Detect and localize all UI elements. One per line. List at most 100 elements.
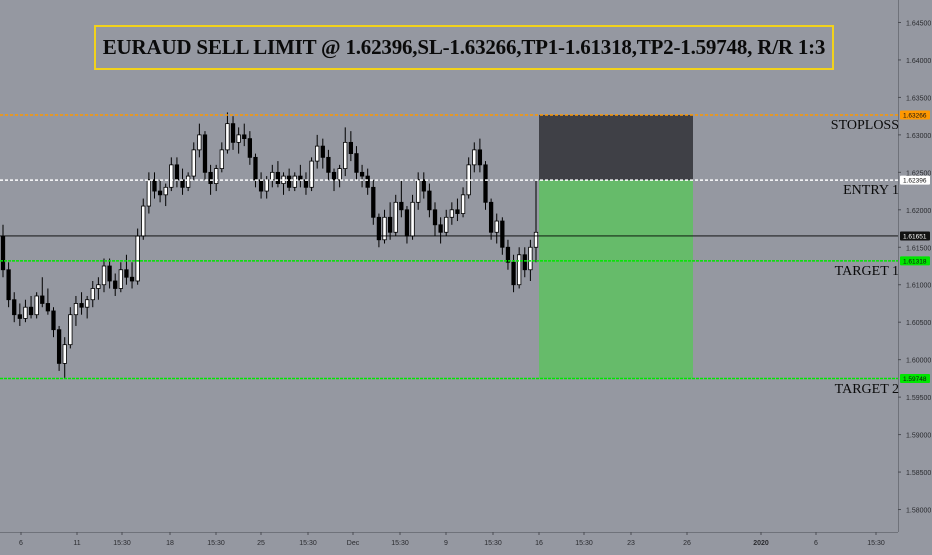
candle-body-up: [101, 265, 107, 286]
candle: [286, 168, 292, 192]
candle-body-down: [17, 314, 22, 319]
level-label-entry-1: ENTRY 1: [843, 183, 899, 199]
candle-body-down: [56, 329, 62, 364]
candle: [438, 217, 443, 244]
candle: [23, 299, 28, 323]
candle-body-down: [247, 138, 253, 158]
candle-body-down: [500, 220, 505, 248]
y-tick-label: 1.63500: [906, 95, 931, 102]
candle: [354, 146, 359, 180]
candle-body-down: [275, 171, 281, 184]
candle-body-up: [163, 186, 168, 196]
candle: [85, 295, 90, 319]
candle: [270, 164, 275, 188]
candle-body-down: [180, 179, 185, 188]
candle: [6, 262, 11, 308]
price-badge-text: 1.63266: [903, 112, 927, 119]
candle-body-down: [258, 179, 264, 192]
candle: [399, 179, 404, 218]
candle-body-down: [483, 164, 488, 203]
x-tick-label: 25: [257, 540, 265, 547]
x-tick-label: 26: [683, 540, 691, 547]
candle: [79, 292, 84, 315]
x-tick-label: 15:30: [113, 540, 131, 547]
candle-body-down: [230, 123, 236, 143]
candle: [421, 172, 426, 199]
candle: [292, 172, 297, 192]
candle-body-down: [505, 246, 511, 263]
candle-body-up: [68, 314, 73, 346]
candle: [34, 292, 39, 319]
candle-body-down: [438, 224, 443, 233]
candle: [135, 228, 140, 285]
candle-body-down: [157, 190, 163, 196]
chart-title: EURAUD SELL LIMIT @ 1.62396,SL-1.63266,T…: [94, 25, 834, 70]
candle: [382, 209, 387, 244]
candle: [298, 164, 303, 188]
y-tick-label: 1.59500: [906, 395, 931, 402]
candle: [309, 157, 314, 192]
candle-body-down: [174, 164, 180, 181]
candle-body-down: [12, 299, 17, 316]
candle-body-up: [449, 209, 454, 218]
candle-body-up: [264, 179, 269, 192]
candle: [56, 325, 62, 371]
candle-body-up: [34, 295, 39, 316]
candle-body-up: [343, 141, 348, 169]
candle: [253, 153, 258, 188]
price-levels: [0, 114, 898, 380]
candle: [455, 198, 460, 222]
candle: [393, 194, 398, 237]
candle-body-up: [141, 205, 146, 237]
candle: [169, 157, 174, 192]
candle-body-down: [359, 171, 365, 177]
candle: [96, 277, 101, 300]
candle: [427, 183, 432, 218]
candle-body-down: [298, 175, 303, 181]
price-badge-current: [900, 231, 930, 241]
candle: [12, 292, 17, 323]
candle-body-down: [51, 310, 56, 331]
candle: [146, 172, 152, 214]
y-tick-label: 1.64000: [906, 58, 931, 65]
candle-body-down: [511, 261, 516, 286]
x-tick-label: Dec: [347, 540, 360, 547]
candle-body-down: [124, 269, 129, 278]
candle-body-up: [236, 134, 241, 143]
candle-body-up: [214, 168, 219, 184]
y-tick-label: 1.62500: [906, 170, 931, 177]
level-label-target-2: TARGET 2: [834, 381, 899, 397]
candle: [359, 164, 365, 188]
candle: [73, 295, 79, 326]
candle: [331, 168, 337, 192]
candle-body-down: [45, 303, 51, 312]
price-badge-text: 1.61651: [903, 233, 927, 240]
candle: [432, 202, 438, 237]
candle: [404, 206, 410, 244]
candle-body-down: [522, 254, 527, 271]
candle-body-up: [494, 220, 499, 233]
candle: [449, 202, 454, 225]
candle-body-down: [28, 306, 34, 316]
candle: [28, 295, 34, 319]
candle: [202, 131, 208, 180]
candle: [163, 183, 168, 207]
candle-body-down: [399, 201, 404, 211]
candle: [365, 168, 370, 195]
candle: [124, 254, 129, 285]
candle: [197, 123, 202, 158]
candle: [522, 247, 527, 278]
x-tick-label: 16: [535, 540, 543, 547]
candle-body-down: [253, 156, 258, 181]
x-tick-label: 18: [166, 540, 174, 547]
x-tick-label: 23: [627, 540, 635, 547]
x-tick-label: 15:30: [575, 540, 593, 547]
candle-body-up: [416, 179, 421, 203]
level-label-target-1: TARGET 1: [834, 263, 899, 279]
candle-body-down: [371, 186, 376, 218]
candle-body-down: [354, 153, 359, 173]
y-tick-label: 1.63000: [906, 133, 931, 140]
candle: [157, 179, 163, 203]
candle-body-down: [320, 145, 325, 158]
